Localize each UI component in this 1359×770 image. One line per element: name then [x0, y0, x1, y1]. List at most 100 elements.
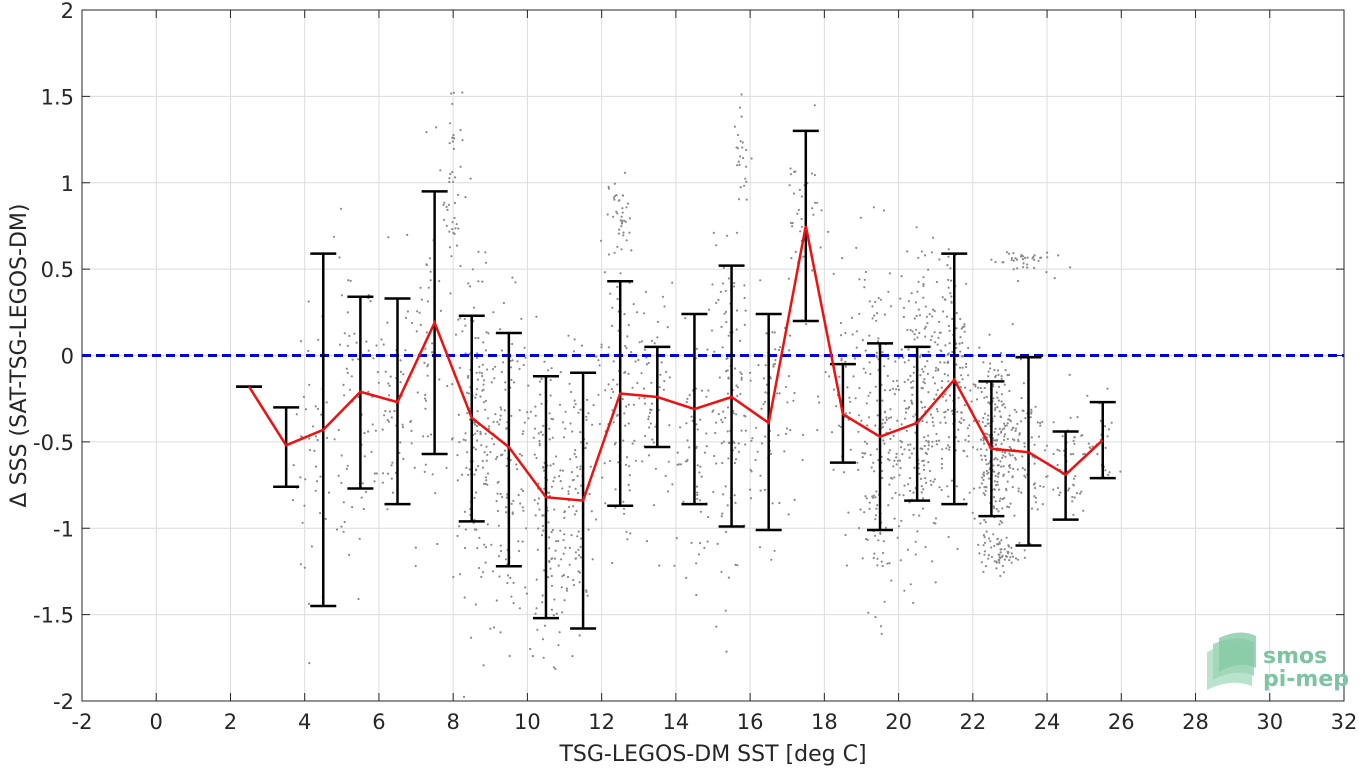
scatter-point: [637, 358, 640, 362]
scatter-point: [736, 564, 739, 567]
scatter-point: [892, 434, 895, 437]
scatter-point: [1088, 446, 1091, 449]
scatter-point: [943, 361, 946, 364]
scatter-point: [983, 396, 986, 399]
scatter-point: [922, 370, 925, 373]
scatter-point: [985, 530, 988, 533]
scatter-point: [918, 472, 921, 475]
scatter-point: [580, 537, 583, 540]
scatter-point: [477, 250, 480, 253]
scatter-point: [886, 562, 889, 565]
scatter-point: [463, 596, 466, 599]
scatter-point: [529, 410, 533, 413]
scatter-point: [1086, 394, 1089, 397]
scatter-point: [587, 528, 590, 531]
scatter-point: [299, 340, 303, 343]
scatter-point: [997, 385, 1001, 388]
scatter-point: [1033, 254, 1036, 257]
scatter-point: [812, 213, 815, 216]
scatter-point: [1003, 438, 1006, 442]
scatter-point: [647, 415, 650, 418]
scatter-point: [611, 324, 614, 327]
scatter-point: [1082, 509, 1085, 512]
scatter-point: [997, 510, 1000, 513]
scatter-point: [715, 462, 718, 465]
scatter-point: [628, 489, 631, 492]
scatter-point: [607, 187, 611, 190]
scatter-point: [466, 451, 469, 454]
scatter-point: [1006, 422, 1009, 425]
scatter-point: [919, 355, 922, 358]
scatter-point: [564, 427, 567, 430]
scatter-point: [648, 426, 651, 429]
scatter-point: [950, 279, 953, 282]
scatter-point: [620, 225, 623, 228]
scatter-point: [333, 438, 336, 441]
scatter-point: [935, 393, 938, 396]
scatter-point: [892, 380, 895, 383]
scatter-point: [619, 272, 622, 275]
scatter-point: [623, 371, 626, 374]
scatter-point: [868, 334, 871, 337]
scatter-point: [909, 583, 912, 586]
scatter-point: [987, 554, 991, 557]
scatter-point: [472, 306, 476, 309]
scatter-point: [944, 421, 947, 424]
scatter-point: [788, 349, 791, 352]
scatter-point: [1071, 500, 1074, 503]
scatter-point: [922, 282, 925, 286]
scatter-point: [494, 365, 497, 368]
scatter-point: [993, 480, 996, 483]
scatter-point: [1106, 387, 1109, 390]
scatter-point: [706, 540, 709, 543]
scatter-point: [489, 451, 492, 454]
scatter-point: [446, 208, 449, 211]
scatter-point: [784, 385, 788, 389]
scatter-point: [314, 435, 318, 438]
scatter-point: [726, 430, 729, 433]
scatter-point: [1046, 251, 1049, 254]
scatter-point: [947, 324, 951, 327]
scatter-point: [697, 553, 701, 556]
scatter-point: [1002, 454, 1005, 457]
scatter-point: [1079, 492, 1082, 495]
scatter-point: [533, 499, 536, 502]
scatter-point: [889, 416, 893, 419]
scatter-point: [724, 530, 728, 534]
scatter-point: [858, 278, 861, 281]
scatter-point: [1012, 268, 1015, 271]
scatter-point: [429, 433, 433, 436]
scatter-point: [889, 389, 892, 392]
scatter-point: [558, 403, 562, 406]
scatter-point: [1009, 556, 1012, 559]
scatter-point: [534, 405, 537, 408]
scatter-point: [667, 490, 670, 493]
scatter-point: [865, 497, 868, 500]
scatter-point: [553, 557, 557, 560]
scatter-point: [1017, 438, 1020, 442]
scatter-point: [579, 465, 582, 468]
scatter-point: [363, 432, 366, 435]
scatter-point: [695, 445, 698, 448]
scatter-point: [445, 224, 448, 227]
scatter-point: [482, 401, 485, 404]
scatter-point: [492, 443, 496, 446]
scatter-point: [327, 491, 331, 494]
scatter-point: [967, 440, 970, 443]
scatter-point: [744, 443, 747, 446]
scatter-point: [857, 468, 860, 471]
scatter-point: [510, 595, 513, 598]
scatter-point: [510, 502, 513, 505]
scatter-point: [1057, 254, 1060, 257]
scatter-point: [527, 417, 530, 420]
scatter-point: [893, 517, 896, 520]
scatter-point: [980, 454, 983, 457]
scatter-point: [993, 470, 996, 473]
scatter-point: [291, 499, 295, 502]
scatter-point: [406, 233, 409, 236]
scatter-point: [973, 419, 976, 423]
scatter-point: [783, 450, 786, 453]
scatter-point: [537, 497, 541, 500]
scatter-point: [507, 574, 510, 577]
y-tick-label: -2: [53, 690, 74, 714]
